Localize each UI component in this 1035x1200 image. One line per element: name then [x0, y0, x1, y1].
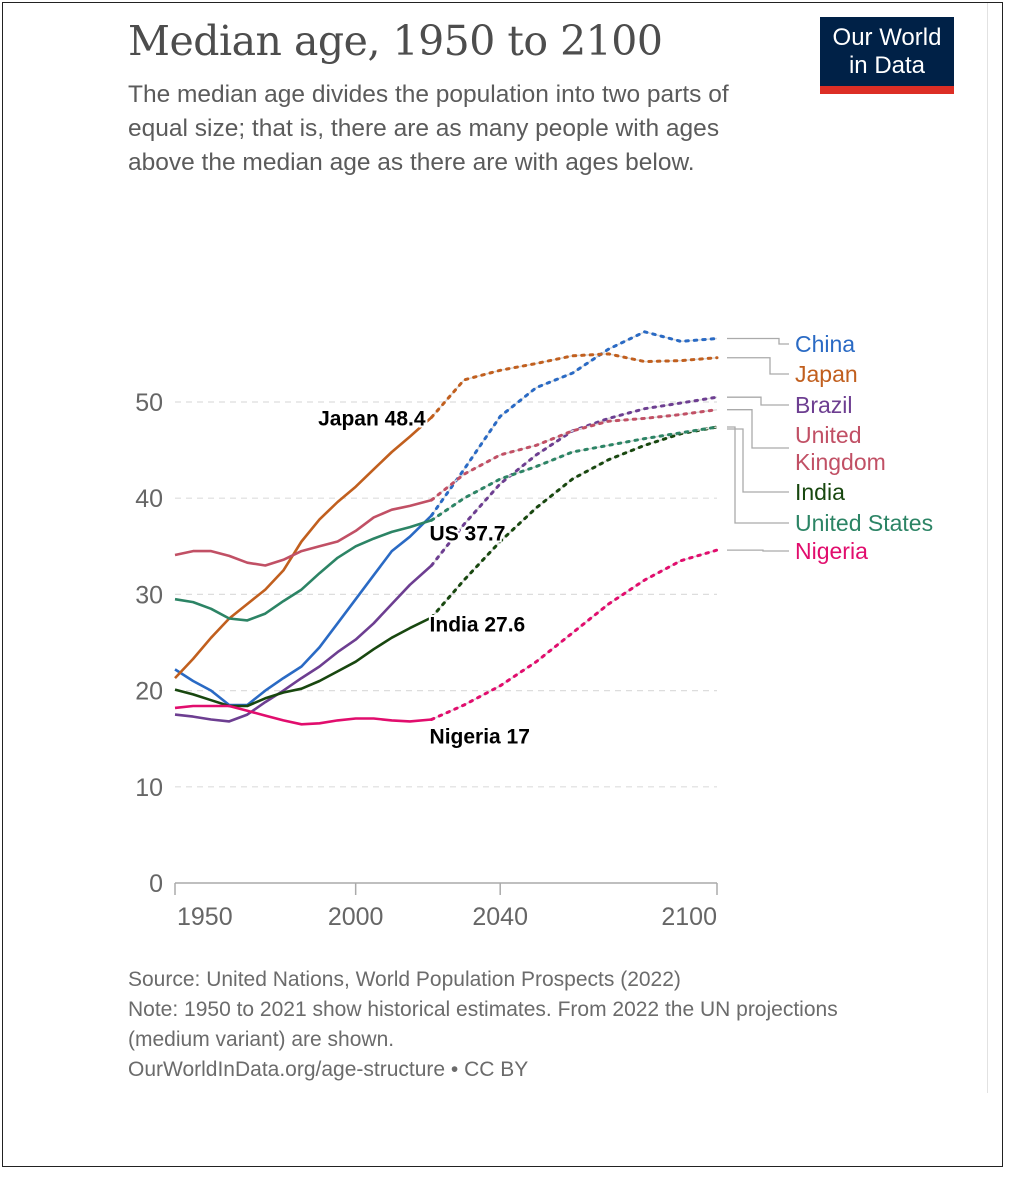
historical-line	[174, 514, 433, 707]
historical-line	[174, 498, 432, 567]
legend-label[interactable]: Japan	[795, 361, 858, 387]
x-tick-label: 2040	[472, 903, 528, 931]
chart-title: Median age, 1950 to 2100	[128, 17, 663, 65]
series-china	[174, 330, 719, 707]
series-united-states	[174, 425, 719, 622]
legend-connector	[727, 357, 789, 375]
series-annotation: Nigeria 17	[430, 725, 530, 748]
legend-label-line: United States	[795, 510, 933, 536]
series-india	[174, 425, 719, 708]
series-united-kingdom	[174, 408, 719, 567]
x-tick-label: 2000	[328, 903, 384, 931]
legend-label-line: Brazil	[795, 392, 853, 418]
legend-connector	[727, 428, 789, 493]
historical-line	[174, 616, 433, 708]
legend-label-line: China	[795, 331, 855, 357]
legend-label[interactable]: Brazil	[795, 392, 853, 418]
projection-line	[430, 408, 719, 502]
y-tick-label: 0	[149, 870, 163, 898]
legend-connector	[727, 426, 789, 524]
y-tick-label: 20	[135, 678, 163, 706]
series-annotation: US 37.7	[430, 522, 506, 545]
legend-connector	[727, 337, 789, 345]
series-annotation: India 27.6	[430, 613, 526, 636]
legend-connector	[727, 549, 789, 552]
owid-logo[interactable]: Our World in Data	[820, 17, 954, 86]
logo-accent-bar	[820, 86, 954, 94]
series-nigeria	[174, 548, 719, 726]
x-tick-label: 2100	[661, 903, 717, 931]
series-brazil	[174, 395, 719, 723]
legend-label[interactable]: United Kingdom	[795, 422, 886, 475]
legend-label-line: United	[795, 422, 861, 448]
historical-line	[174, 519, 432, 622]
legend-connector	[727, 409, 789, 449]
y-tick-label: 30	[135, 581, 163, 609]
y-tick-label: 10	[135, 774, 163, 802]
chart-card: Median age, 1950 to 2100 The median age …	[2, 2, 1003, 1167]
line-chart: 0 10 20 30 40 50 1950 2000 2040 2100 China Japan Bra…	[135, 330, 933, 931]
legend-label-line: India	[795, 479, 845, 505]
historical-line	[174, 564, 433, 723]
license-link[interactable]: OurWorldInData.org/age-structure • CC BY	[128, 1058, 529, 1081]
logo-line1: Our World	[832, 24, 942, 51]
logo-line2: in Data	[848, 52, 926, 79]
source-text: Source: United Nations, World Population…	[128, 968, 681, 991]
y-tick-label: 50	[135, 389, 163, 417]
legend-label[interactable]: United States	[795, 510, 933, 536]
divider	[987, 3, 988, 1093]
chart-subtitle: The median age divides the population in…	[128, 81, 729, 176]
legend-label-line: Nigeria	[795, 538, 868, 564]
projection-halo	[431, 426, 718, 521]
series-annotation: Japan 48.4	[318, 407, 426, 430]
projection-line	[430, 425, 719, 522]
series-japan	[174, 352, 719, 679]
legend-connector	[727, 396, 789, 406]
legend-label-line: Kingdom	[795, 449, 886, 475]
legend-label[interactable]: China	[795, 331, 855, 357]
y-tick-label: 40	[135, 485, 163, 513]
historical-line	[174, 704, 432, 726]
projection-line	[430, 548, 719, 721]
chart-footer: Source: United Nations, World Population…	[128, 965, 848, 1085]
historical-line	[174, 416, 433, 679]
legend-label-line: Japan	[795, 361, 858, 387]
projection-line	[430, 330, 719, 517]
projection-halo	[430, 353, 718, 418]
projection-line	[430, 352, 719, 419]
x-tick-label: 1950	[177, 903, 233, 931]
note-text: Note: 1950 to 2021 show historical estim…	[128, 998, 838, 1051]
projection-line	[430, 425, 719, 619]
legend-label[interactable]: Nigeria	[795, 538, 868, 564]
legend-label[interactable]: India	[795, 479, 845, 505]
